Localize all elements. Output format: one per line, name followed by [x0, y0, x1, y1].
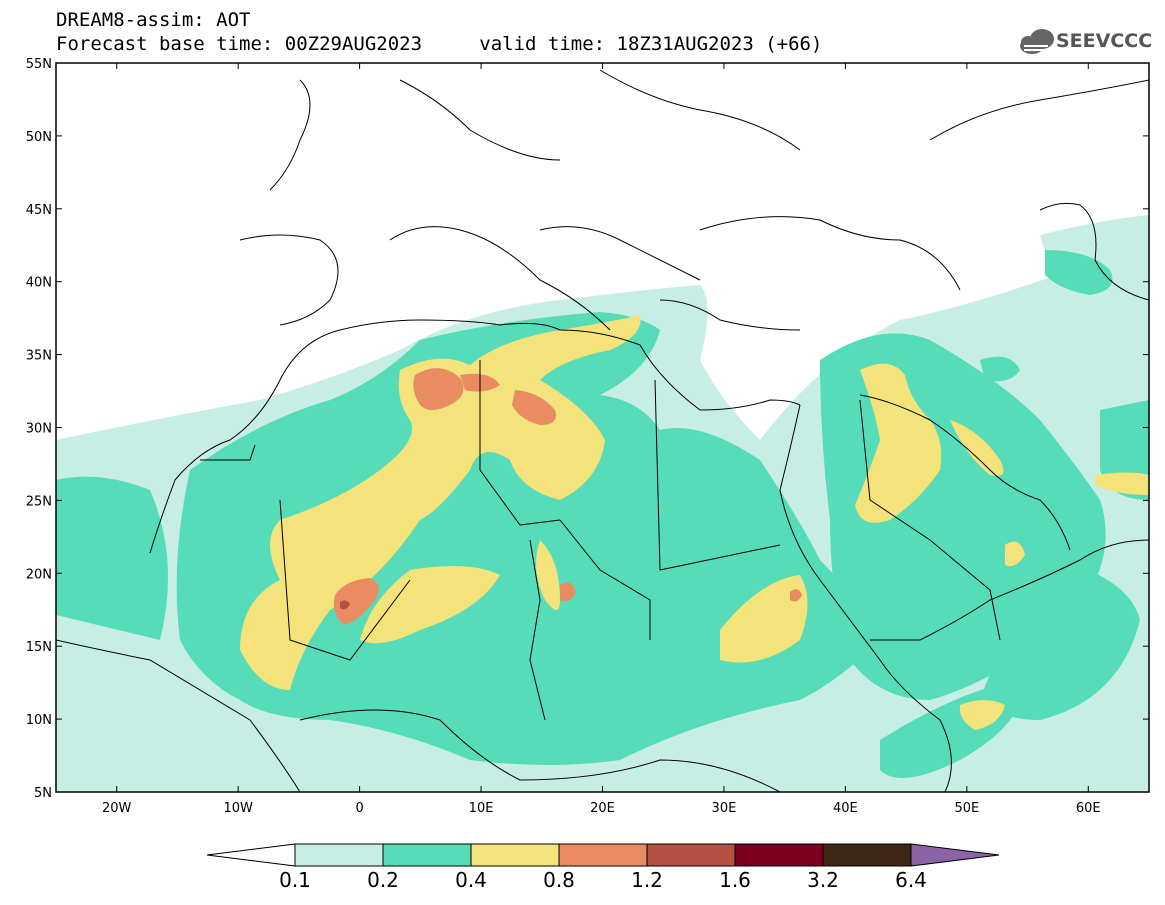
colorbar-level-label: 0.2	[367, 868, 399, 892]
base-time: Forecast base time: 00Z29AUG2023	[56, 33, 423, 55]
lon-label: 40E	[833, 801, 858, 816]
lon-label: 60E	[1076, 801, 1101, 816]
colorbar-box	[558, 843, 648, 867]
colorbar-level-label: 0.8	[543, 868, 575, 892]
lat-label: 55N	[26, 57, 52, 72]
colorbar-box	[822, 843, 912, 867]
colorbar-level-label: 0.4	[455, 868, 487, 892]
latitude-labels: 55N 50N 45N 40N 35N 30N 25N 20N 15N 10N 5N	[26, 57, 1149, 801]
colorbar-level-label: 1.6	[719, 868, 751, 892]
lon-label: 0	[355, 801, 363, 816]
lat-label: 50N	[26, 130, 52, 145]
valid-time: valid time: 18Z31AUG2023 (+66)	[479, 33, 823, 55]
map-title: DREAM8-assim: AOT	[56, 9, 251, 31]
lat-label: 10N	[26, 713, 52, 728]
aot-level-0.8	[333, 368, 802, 625]
colorbar-under-triangle	[206, 843, 296, 867]
lat-label: 20N	[26, 567, 52, 582]
coastlines-and-borders	[56, 69, 1149, 792]
colorbar-box	[734, 843, 824, 867]
lon-label: 30E	[712, 801, 737, 816]
lat-label: 30N	[26, 422, 52, 437]
aot-level-1.2	[340, 600, 350, 610]
lon-label: 10E	[469, 801, 494, 816]
colorbar-level-label: 6.4	[895, 868, 927, 892]
colorbar-box	[382, 843, 472, 867]
lon-label: 20E	[590, 801, 615, 816]
colorbar-level-label: 0.1	[279, 868, 311, 892]
cloud-logo-icon	[1020, 29, 1054, 54]
lat-label: 25N	[26, 494, 52, 509]
forecast-times: Forecast base time: 00Z29AUG2023 valid t…	[56, 34, 822, 54]
lat-label: 45N	[26, 203, 52, 218]
lat-label: 15N	[26, 640, 52, 655]
colorbar-level-label: 3.2	[807, 868, 839, 892]
lon-label: 10W	[223, 801, 253, 816]
lat-label: 40N	[26, 276, 52, 291]
colorbar-over-triangle	[910, 843, 1000, 867]
lat-label: 5N	[34, 786, 52, 801]
lon-label: 20W	[102, 801, 132, 816]
longitude-labels: 20W 10W 0 10E 20E 30E 40E 50E 60E	[102, 63, 1101, 816]
colorbar-box	[294, 843, 384, 867]
lon-label: 50E	[954, 801, 979, 816]
colorbar-level-label: 1.2	[631, 868, 663, 892]
logo-text: SEEVCCC	[1056, 30, 1153, 52]
lat-label: 35N	[26, 349, 52, 364]
colorbar-box	[470, 843, 560, 867]
colorbar-box	[646, 843, 736, 867]
